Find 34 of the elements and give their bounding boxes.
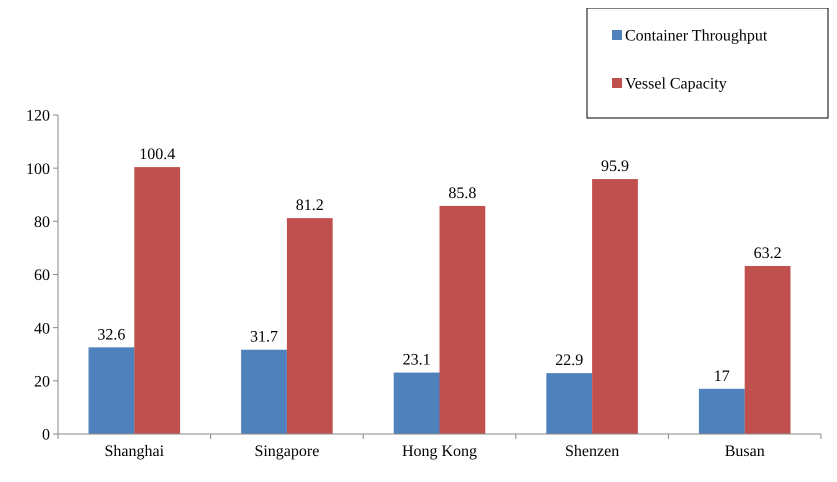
y-tick-label: 0 bbox=[42, 426, 50, 444]
data-label: 63.2 bbox=[754, 244, 782, 262]
x-tick-label: Singapore bbox=[254, 443, 320, 460]
bar bbox=[88, 347, 134, 434]
data-label: 85.8 bbox=[448, 184, 476, 202]
data-label: 81.2 bbox=[296, 197, 324, 214]
y-tick-label: 120 bbox=[26, 108, 50, 125]
data-label: 17 bbox=[714, 368, 730, 385]
y-tick-label: 60 bbox=[34, 267, 50, 284]
bar bbox=[134, 167, 180, 434]
legend-label: Vessel Capacity bbox=[625, 76, 727, 93]
legend-label: Container Throughput bbox=[625, 28, 768, 45]
bar bbox=[286, 218, 333, 434]
bar bbox=[440, 206, 486, 434]
data-label: 32.6 bbox=[97, 326, 126, 344]
data-label: 95.9 bbox=[600, 158, 629, 176]
bar bbox=[744, 266, 790, 434]
y-tick-label: 40 bbox=[34, 320, 50, 338]
data-label: 23.1 bbox=[402, 352, 431, 369]
bar bbox=[698, 388, 745, 434]
y-tick-label: 100 bbox=[26, 160, 50, 178]
bar bbox=[546, 373, 592, 434]
y-tick-label: 80 bbox=[34, 214, 50, 231]
x-tick-label: Shanghai bbox=[104, 443, 165, 460]
y-tick-label: 20 bbox=[34, 373, 50, 390]
data-label: 31.7 bbox=[250, 328, 278, 346]
x-tick-label: Hong Kong bbox=[402, 443, 478, 460]
bar bbox=[394, 372, 440, 434]
x-tick-label: Busan bbox=[724, 443, 765, 460]
data-label: 100.4 bbox=[139, 146, 176, 164]
data-label: 22.9 bbox=[555, 352, 584, 370]
bar bbox=[592, 179, 638, 434]
bar bbox=[241, 350, 287, 434]
x-tick-label: Shenzen bbox=[565, 443, 620, 460]
